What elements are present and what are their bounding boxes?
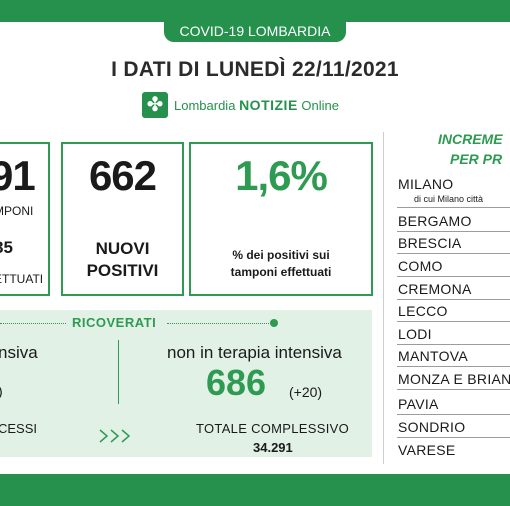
province-como: COMO	[398, 258, 443, 274]
intensiva-value: )	[0, 383, 3, 399]
milano-note: di cui Milano città	[414, 194, 484, 204]
divider	[397, 207, 510, 208]
positivi-label-2: POSITIVI	[86, 261, 159, 280]
top-bar	[0, 0, 510, 22]
province-sondrio: SONDRIO	[398, 419, 466, 435]
province-brescia: BRESCIA	[398, 235, 462, 251]
divider	[397, 276, 510, 277]
province-milano: MILANO	[398, 176, 454, 192]
province-monza-brianza: MONZA E BRIAN	[398, 371, 510, 387]
divider	[397, 231, 510, 232]
chevron-arrows-icon	[98, 428, 138, 444]
ricoverati-panel	[0, 310, 372, 457]
province-mantova: MANTOVA	[398, 348, 469, 364]
totale-value: 34.291	[253, 440, 293, 455]
brand-suffix: Online	[301, 98, 339, 113]
province-varese: VARESE	[398, 442, 456, 458]
non-intensiva-delta: (+20)	[289, 384, 323, 400]
tamponi-card: 91 MPONI 85 ETTUATI	[0, 142, 50, 296]
divider	[397, 414, 510, 415]
province-cremona: CREMONA	[398, 281, 472, 297]
divider	[397, 389, 510, 390]
positivi-label-1: NUOVI	[95, 239, 150, 258]
tamponi-label: MPONI	[0, 204, 34, 218]
province-sidebar	[383, 132, 510, 464]
totale-label: TOTALE COMPLESSIVO	[196, 421, 350, 436]
nuovi-positivi-card: 662 NUOVI POSITIVI	[61, 142, 184, 296]
percentuale-number: 1,6%	[235, 152, 328, 199]
positivi-number: 662	[88, 152, 157, 199]
divider	[397, 437, 510, 438]
divider	[397, 299, 510, 300]
divider	[397, 253, 510, 254]
brand-prefix: Lombardia	[174, 98, 236, 113]
sidebar-title-2: PER PR	[450, 151, 503, 167]
brand-logo: ✤ Lombardia NOTIZIE Online	[142, 92, 339, 118]
tamponi-number: 91	[0, 152, 36, 199]
region-tag: COVID-19 LOMBARDIA	[164, 20, 346, 42]
divider	[397, 366, 510, 367]
sidebar-title-1: INCREME	[438, 131, 503, 147]
divider	[397, 321, 510, 322]
brand-text: Lombardia NOTIZIE Online	[174, 97, 339, 113]
province-lecco: LECCO	[398, 303, 448, 319]
ricoverati-title: RICOVERATI	[72, 315, 157, 330]
province-bergamo: BERGAMO	[398, 213, 472, 229]
bottom-bar	[0, 474, 510, 506]
brand-name: NOTIZIE	[239, 97, 298, 113]
non-intensiva-value: 686	[206, 362, 267, 403]
dot-icon	[270, 319, 278, 327]
divider	[397, 344, 510, 345]
province-pavia: PAVIA	[398, 396, 439, 412]
tamponi-sub-number: 85	[0, 238, 13, 257]
tamponi-sub-label: ETTUATI	[0, 272, 44, 286]
divider	[0, 323, 66, 324]
intensiva-label: nsiva	[0, 343, 38, 362]
non-intensiva-label: non in terapia intensiva	[167, 343, 342, 362]
percentuale-card: 1,6% % dei positivi sui tamponi effettua…	[189, 142, 373, 296]
percentuale-label-1: % dei positivi sui	[232, 248, 330, 262]
vertical-divider	[118, 340, 119, 404]
decessi-label: CESSI	[0, 421, 38, 436]
percentuale-label-2: tamponi effettuati	[230, 265, 332, 279]
divider	[167, 323, 271, 324]
page-title: I DATI DI LUNEDÌ 22/11/2021	[111, 58, 399, 81]
province-lodi: LODI	[398, 326, 432, 342]
lombardy-rose-icon: ✤	[142, 92, 168, 118]
